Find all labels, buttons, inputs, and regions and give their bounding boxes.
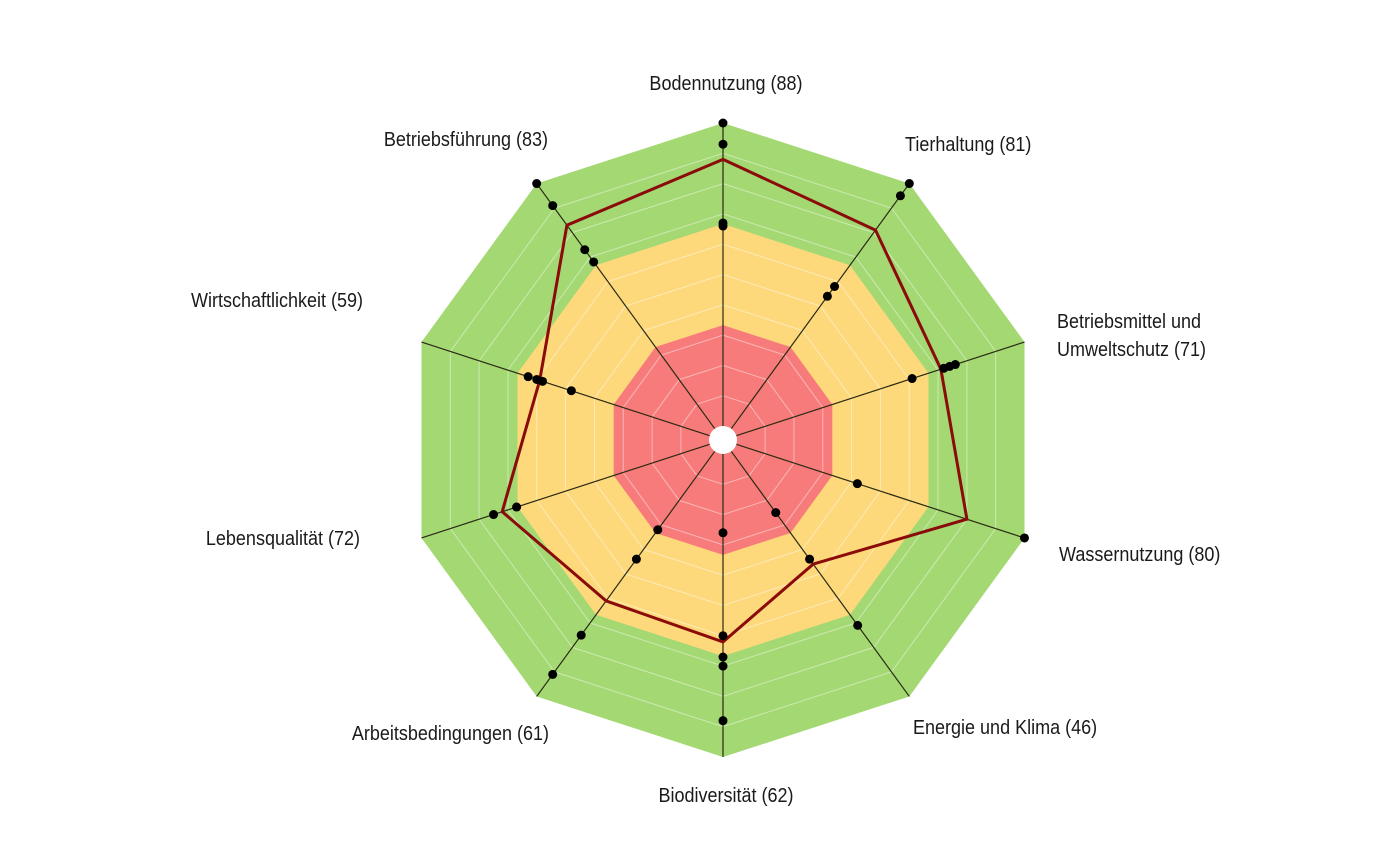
axis-line xyxy=(536,450,716,697)
axis-lines xyxy=(421,123,1025,757)
axis-label-betriebsmittel: Betriebsmittel und Umweltschutz (71) xyxy=(1057,311,1207,361)
indicator-dots xyxy=(489,118,1029,726)
indicator-dot xyxy=(523,372,533,382)
indicator-dot xyxy=(830,281,840,291)
indicator-dot xyxy=(805,554,815,564)
indicator-dot xyxy=(653,525,663,535)
axis-label-bodennutzung: Bodennutzung (88) xyxy=(649,73,803,95)
axis-label-biodiversitaet: Biodiversität (62) xyxy=(658,785,794,807)
axis-line xyxy=(730,450,910,697)
indicator-dot xyxy=(718,631,728,641)
indicator-dot xyxy=(512,502,522,512)
indicator-dot xyxy=(580,245,590,255)
indicator-dot xyxy=(904,179,914,189)
indicator-dot xyxy=(576,630,586,640)
series-polygon xyxy=(500,157,969,644)
indicator-dot xyxy=(718,661,728,671)
indicator-dot xyxy=(853,620,863,630)
indicator-dot xyxy=(852,479,862,489)
indicator-dot xyxy=(532,179,542,189)
axis-label-arbeitsbedingungen: Arbeitsbedingungen (61) xyxy=(351,723,549,745)
indicator-dot xyxy=(718,528,728,538)
indicator-dot xyxy=(718,221,728,231)
axis-line xyxy=(730,183,910,430)
axis-label-tierhaltung: Tierhaltung (81) xyxy=(905,134,1032,156)
indicator-dot xyxy=(1019,533,1029,543)
axis-line xyxy=(736,443,1025,539)
indicator-dot xyxy=(822,291,832,301)
indicator-dot xyxy=(548,201,558,211)
axis-label-wassernutzung: Wassernutzung (80) xyxy=(1059,544,1221,566)
axis-label-energie-klima: Energie und Klima (46) xyxy=(913,717,1098,739)
axis-label-betriebsfuehrung: Betriebsführung (83) xyxy=(383,129,548,151)
indicator-dot xyxy=(631,554,641,564)
indicator-dot xyxy=(907,374,917,384)
axis-label-lebensqualitaet: Lebensqualität (72) xyxy=(205,528,360,550)
axis-label-wirtschaftlichkeit: Wirtschaftlichkeit (59) xyxy=(190,290,363,312)
indicator-dot xyxy=(895,191,905,201)
indicator-dot xyxy=(489,510,499,520)
indicator-dot xyxy=(538,376,548,386)
center-hole xyxy=(709,426,737,454)
axis-line xyxy=(736,341,1025,437)
indicator-dot xyxy=(589,257,599,267)
axis-line xyxy=(421,341,710,437)
indicator-dot xyxy=(939,363,949,373)
indicator-dot xyxy=(548,669,558,679)
indicator-dot xyxy=(718,118,728,128)
indicator-dot xyxy=(566,386,576,396)
indicator-dot xyxy=(718,652,728,662)
indicator-dot xyxy=(718,716,728,726)
indicator-dot xyxy=(771,508,781,518)
axis-line xyxy=(421,443,710,539)
indicator-dot xyxy=(718,139,728,149)
